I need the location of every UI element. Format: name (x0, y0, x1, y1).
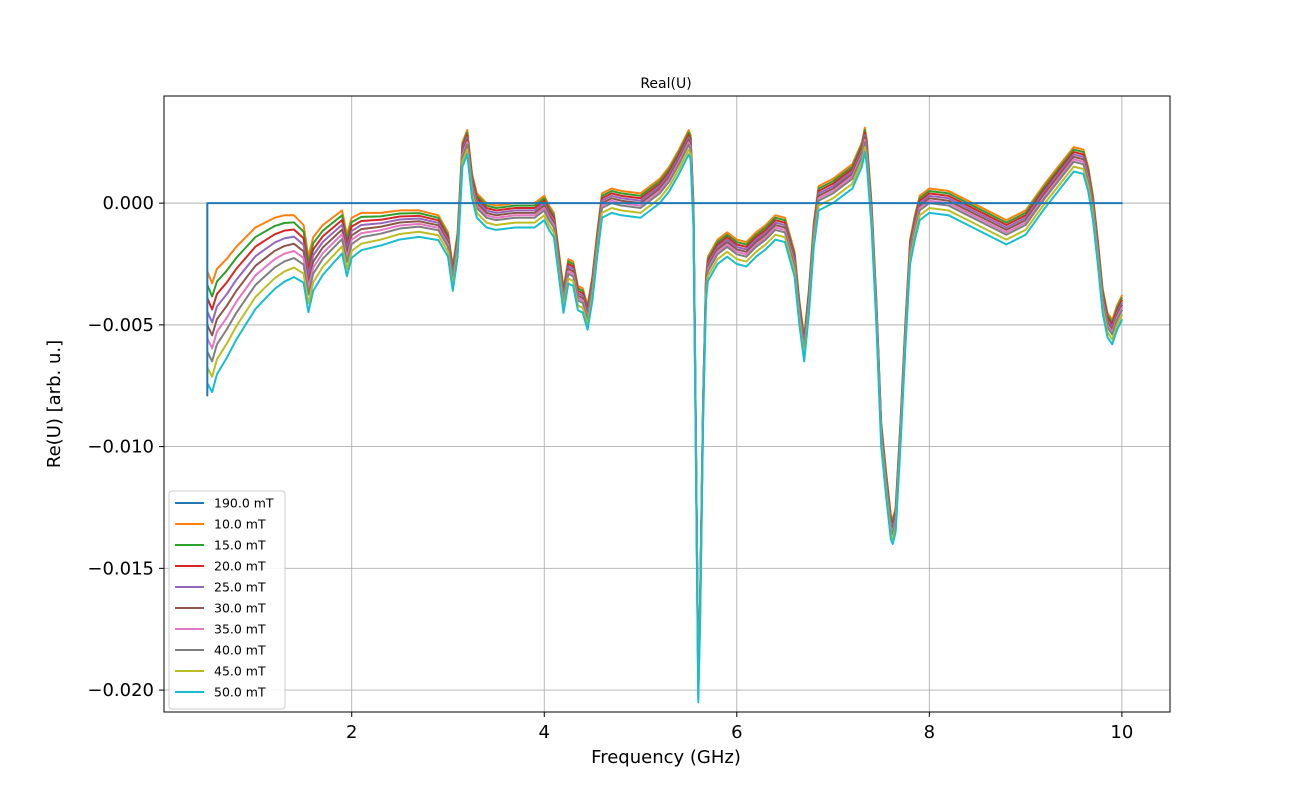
chart-title: Real(U) (640, 76, 691, 92)
y-tick-label: −0.005 (87, 315, 154, 336)
y-tick-label: −0.010 (87, 437, 154, 458)
legend-label: 30.0 mT (214, 601, 266, 616)
x-tick-label: 2 (346, 722, 357, 743)
legend: 190.0 mT 10.0 mT 15.0 mT 20.0 mT 25.0 mT 30.0… (168, 490, 286, 710)
series-line-0 (206, 202, 1123, 397)
legend-label: 50.0 mT (214, 685, 266, 700)
series-line-2 (206, 129, 1123, 682)
legend-label: 190.0 mT (214, 496, 274, 511)
x-axis-label: Frequency (GHz) (591, 747, 741, 768)
y-axis-label: Re(U) [arb. u.] (44, 340, 65, 468)
x-tick-label: 10 (1110, 722, 1133, 743)
x-tick-label: 4 (539, 722, 550, 743)
series-line-3 (206, 131, 1123, 684)
series-line-1 (206, 126, 1123, 679)
y-tick-label: −0.015 (87, 558, 154, 579)
y-tick-label: −0.020 (87, 680, 154, 701)
legend-label: 15.0 mT (214, 538, 266, 553)
legend-label: 45.0 mT (214, 664, 266, 679)
x-tick-label: 6 (731, 722, 742, 743)
axis-ticks: 2 4 6 8 10 0.000 −0.005 −0.010 −0.015 −0.020 (87, 193, 1133, 743)
y-tick-label: 0.000 (102, 193, 154, 214)
x-tick-label: 8 (924, 722, 935, 743)
series-line-9 (206, 151, 1123, 704)
legend-label: 20.0 mT (214, 559, 266, 574)
legend-label: 35.0 mT (214, 622, 266, 637)
series-lines (206, 126, 1123, 704)
legend-label: 40.0 mT (214, 643, 266, 658)
legend-label: 25.0 mT (214, 580, 266, 595)
plot-frame (163, 95, 1171, 713)
legend-label: 10.0 mT (214, 517, 266, 532)
